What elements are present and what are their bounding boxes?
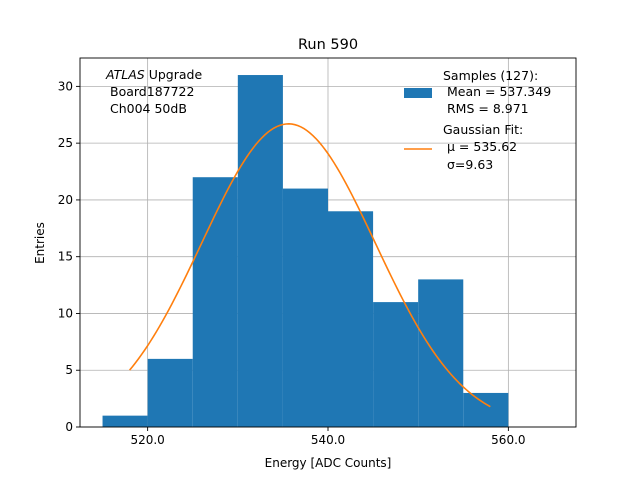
- y-axis-label: Entries: [33, 222, 47, 264]
- y-tick-label: 15: [58, 250, 73, 264]
- atlas-label: ATLAS: [105, 67, 145, 82]
- y-tick-label: 30: [58, 79, 73, 93]
- legend-samples-mean: Mean = 537.349: [447, 84, 551, 99]
- legend-fit-mu: μ = 535.62: [447, 139, 517, 154]
- x-tick-label: 560.0: [491, 433, 525, 447]
- histogram-bar: [237, 75, 283, 428]
- legend-samples-title: Samples (127):: [443, 68, 538, 83]
- y-tick-label: 5: [65, 363, 73, 377]
- y-tick-label: 25: [58, 136, 73, 150]
- chart-title: Run 590: [298, 37, 358, 53]
- legend-samples-swatch: [404, 88, 432, 98]
- y-tick-label: 0: [65, 420, 73, 434]
- legend-samples-rms: RMS = 8.971: [447, 101, 529, 116]
- legend-fit-title: Gaussian Fit:: [443, 122, 523, 137]
- y-tick-label: 10: [58, 306, 73, 320]
- annotation-line-1: ATLAS Upgrade: [105, 67, 202, 82]
- histogram-bar: [463, 392, 509, 427]
- histogram-bars: [102, 75, 509, 428]
- histogram-bar: [102, 415, 148, 427]
- gaussian-fit-curve: [128, 123, 491, 408]
- x-tick-label: 540.0: [311, 433, 345, 447]
- x-axis-ticks: 520.0 540.0 560.0: [130, 427, 526, 447]
- histogram-bar: [192, 177, 238, 427]
- x-axis-label: Energy [ADC Counts]: [265, 456, 392, 470]
- annotation-channel: Ch004 50dB: [110, 101, 187, 116]
- x-tick-label: 520.0: [130, 433, 164, 447]
- upgrade-label: Upgrade: [145, 67, 203, 82]
- histogram-bar: [328, 211, 374, 427]
- y-axis-ticks: 0 5 10 15 20 25 30: [58, 79, 80, 434]
- annotation-board: Board187722: [110, 84, 194, 99]
- histogram-bar: [147, 358, 193, 427]
- legend: Samples (127): Mean = 537.349 RMS = 8.97…: [404, 68, 551, 172]
- histogram-bar: [418, 279, 464, 427]
- legend-fit-sigma: σ=9.63: [447, 157, 493, 172]
- histogram-bar: [282, 188, 328, 427]
- histogram-bar: [373, 302, 419, 427]
- run-annotation: ATLAS Upgrade Board187722 Ch004 50dB: [105, 67, 202, 116]
- y-tick-label: 20: [58, 193, 73, 207]
